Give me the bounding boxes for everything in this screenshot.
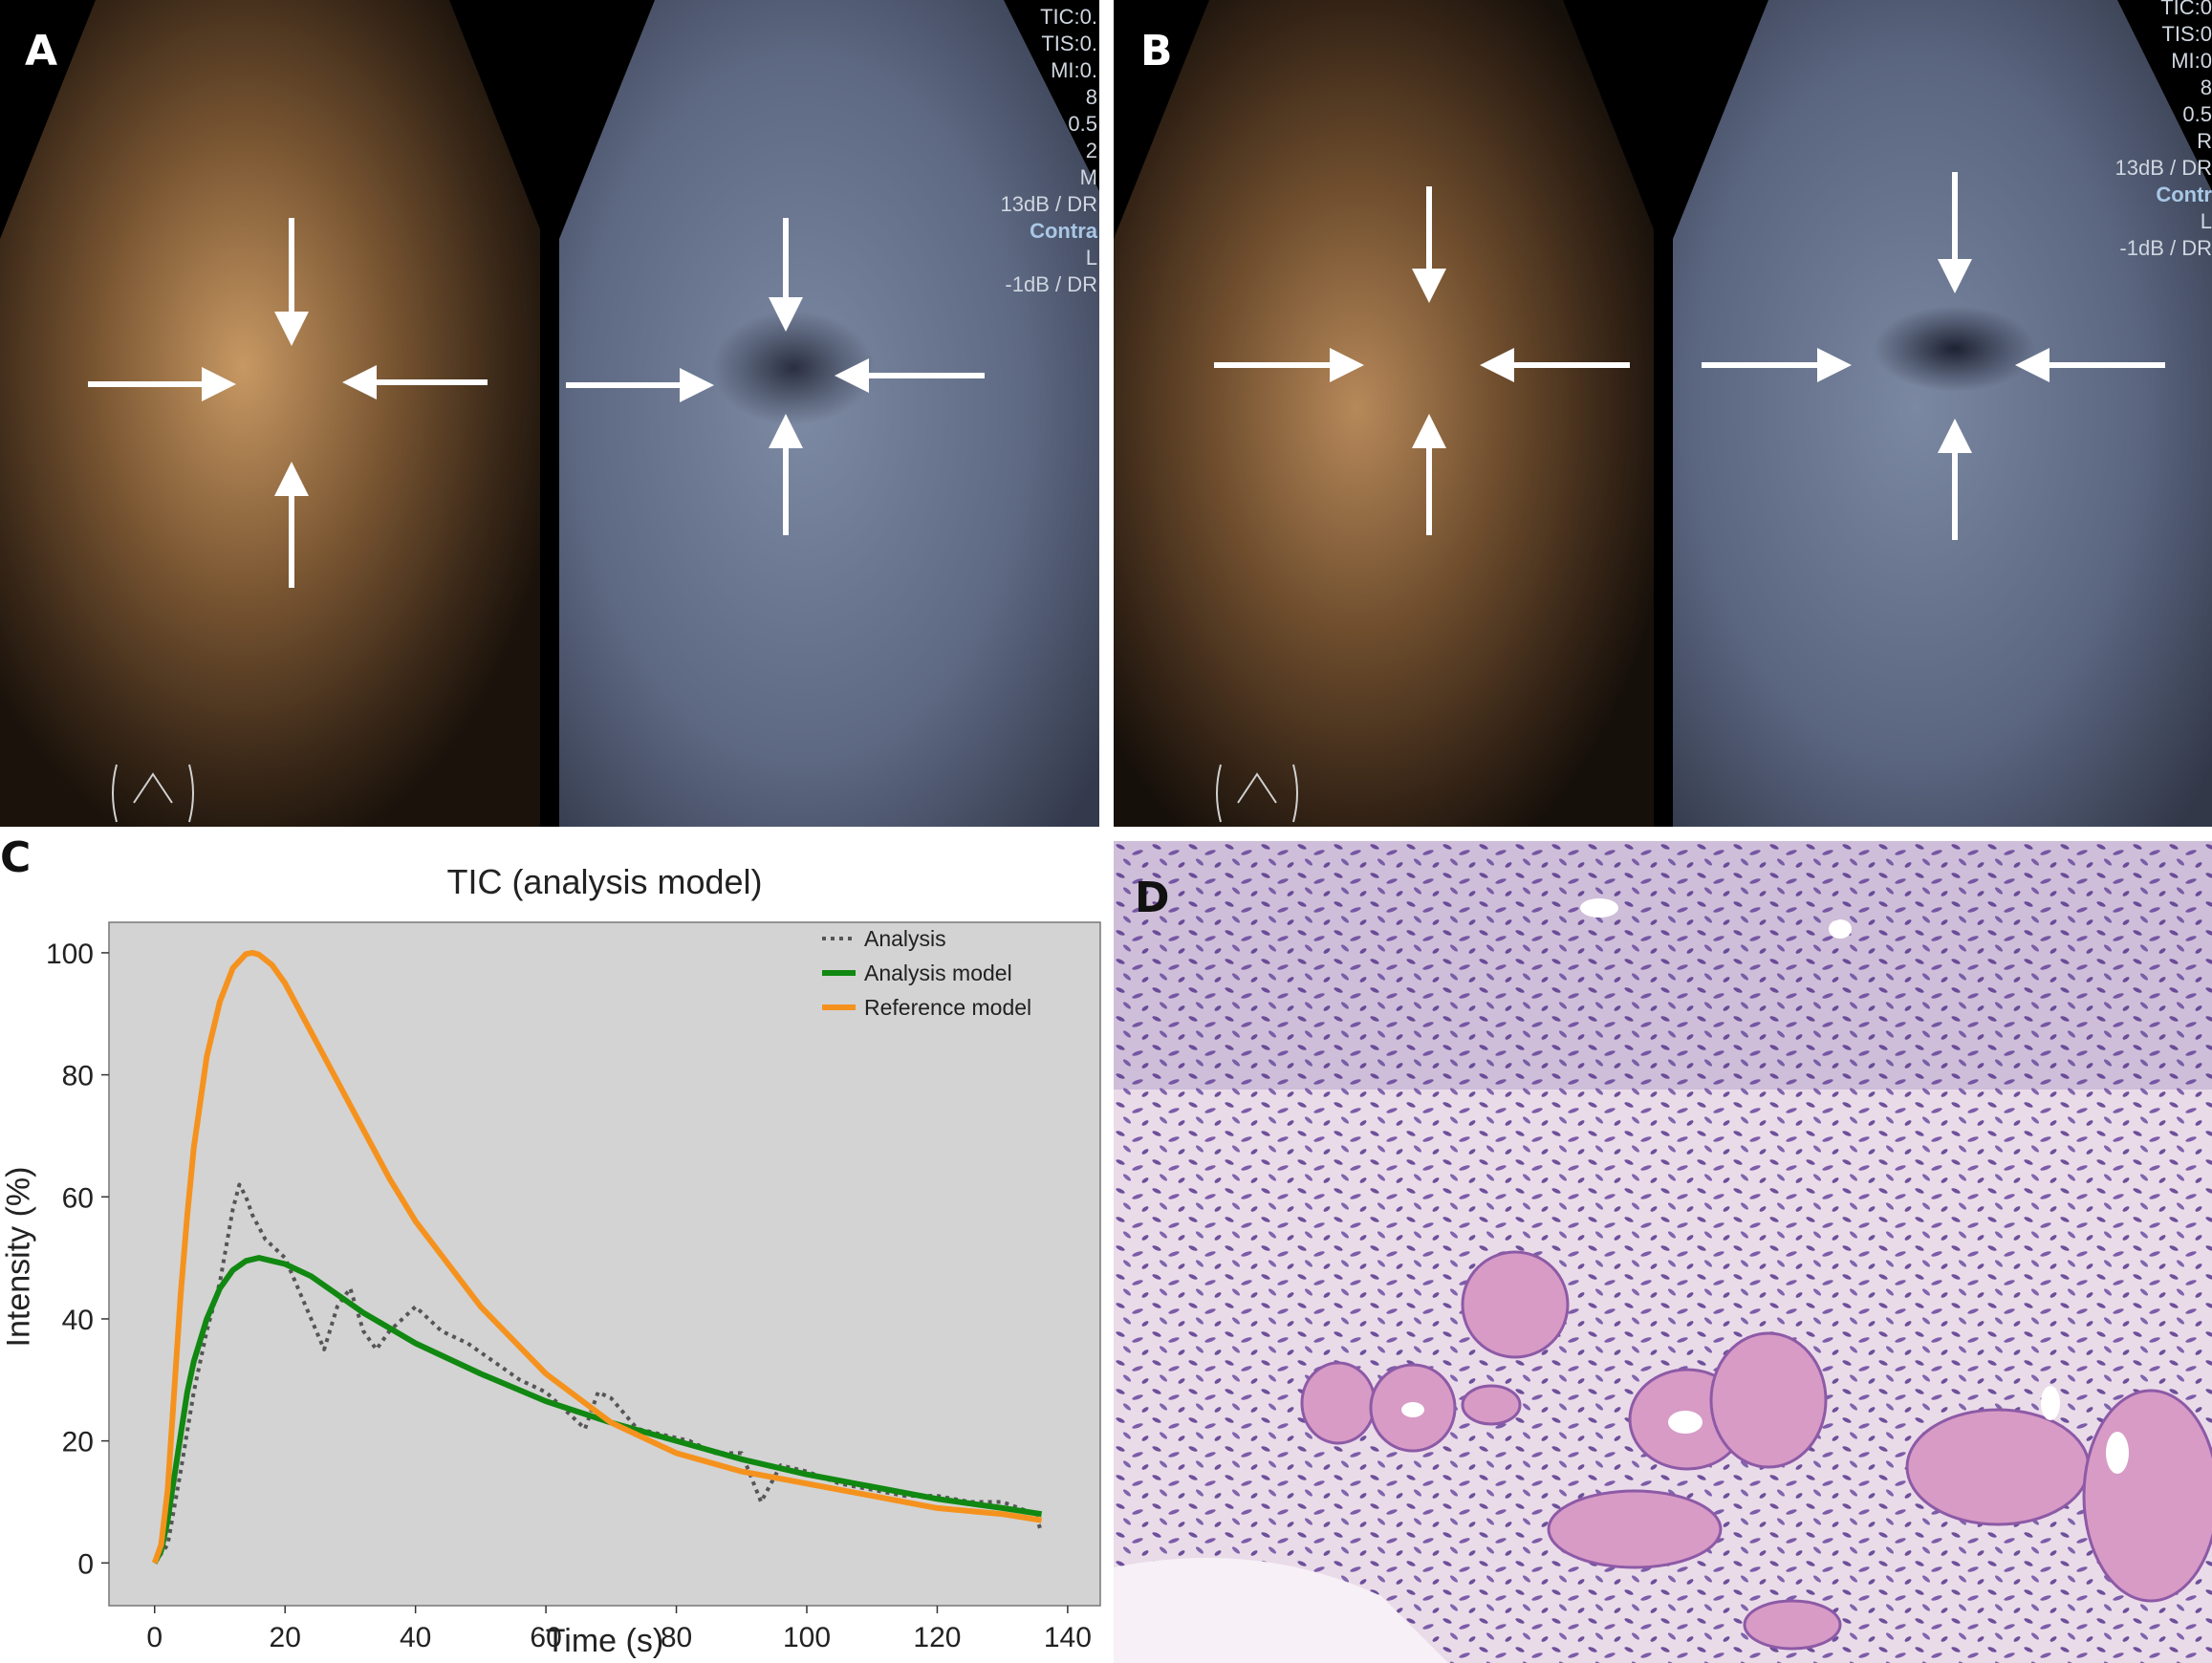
y-tick-label: 60 [62, 1182, 94, 1214]
contrast-mode-sector [0, 0, 540, 827]
panel-b-ultrasound-image [1114, 0, 2212, 827]
gland-lumens [1401, 898, 2129, 1474]
panel-b-ultrasound: B TIC:0 TIS:0 MI:0 8 0.5 R 13dB / DR Contr L -1dB… [1114, 0, 2212, 827]
series-line-analysis-model [152, 1255, 1043, 1565]
y-tick-label: 100 [46, 939, 94, 970]
chart-title: TIC (analysis model) [446, 862, 763, 901]
x-tick-label: 100 [783, 1622, 831, 1653]
scanner-parameter-line: 2 [1085, 139, 1097, 162]
scanner-parameter-line: TIC:0 [2160, 0, 2212, 19]
panel-label-b: B [1140, 27, 1173, 76]
panel-d-histology: D [1114, 841, 2212, 1663]
histology-image [1114, 841, 2212, 1663]
probe-marker-icon [1216, 764, 1298, 823]
scanner-parameter-line: 0.5 [1068, 112, 1097, 136]
contrast-mode-sector [1114, 0, 1654, 827]
scanner-parameter-line: R [2197, 129, 2212, 153]
b-mode-sector [1673, 0, 2212, 827]
scanner-parameters-b: TIC:0 TIS:0 MI:0 8 0.5 R 13dB / DR Contr L -1dB /… [2115, 0, 2212, 262]
legend-entry: Reference model [864, 995, 1031, 1020]
scanner-parameter-line: MI:0. [1051, 58, 1097, 82]
scanner-parameter-line: 13dB / DR [2114, 156, 2212, 180]
probe-marker-icon [112, 764, 194, 823]
scanner-parameter-line: -1dB / DR [2119, 236, 2212, 260]
scanner-parameter-line: M [1079, 165, 1097, 189]
lesion-shadow [712, 311, 875, 425]
scanner-parameter-line: TIC:0. [1040, 5, 1097, 29]
series-line-reference-model [151, 949, 1043, 1565]
scanner-parameter-line: MI:0 [2171, 49, 2212, 73]
scanner-parameter-line: TIS:0 [2161, 22, 2212, 46]
empty-slide-area [1114, 1558, 1448, 1663]
y-tick-label: 0 [77, 1548, 94, 1580]
scanner-parameter-line: 8 [2200, 76, 2212, 99]
scanner-parameter-line: -1dB / DR [1005, 272, 1097, 296]
legend-entry: Analysis [864, 926, 946, 951]
x-tick-label: 0 [146, 1622, 163, 1653]
x-axis-label: Time (s) [545, 1623, 664, 1659]
legend-entry: Analysis model [864, 961, 1012, 985]
panel-a-ultrasound-image [0, 0, 1099, 827]
x-tick-label: 80 [661, 1622, 692, 1653]
x-tick-label: 140 [1044, 1622, 1092, 1653]
series-line-analysis [153, 1182, 1044, 1565]
lesion-arrows-b [1214, 172, 2165, 540]
panel-label-a: A [25, 27, 58, 76]
panel-c-chart: C TIC (analysis model) Time (s) Intensit… [0, 832, 1109, 1663]
panel-label-c: C [0, 833, 32, 882]
x-tick-label: 40 [400, 1622, 431, 1653]
lesion-shadow [1874, 306, 2036, 392]
panel-a-ultrasound: A TIC:0. TIS:0. MI:0. 8 0.5 2 M 13dB / DR Contra… [0, 0, 1099, 827]
x-tick-label: 60 [530, 1622, 561, 1653]
scanner-parameter-line: 13dB / DR [1000, 192, 1098, 216]
scanner-parameter-line: Contr [2156, 183, 2212, 206]
tic-chart: 0 20 40 60 80 100 120 140 0 20 40 60 80 100 Analysis An… [46, 921, 1101, 1653]
y-tick-label: 20 [62, 1427, 94, 1458]
scanner-parameter-line: L [1085, 246, 1097, 270]
x-tick-label: 20 [270, 1622, 301, 1653]
scanner-parameter-line: Contra [1030, 219, 1097, 243]
scanner-parameter-line: 8 [1085, 85, 1097, 109]
scanner-parameters-a: TIC:0. TIS:0. MI:0. 8 0.5 2 M 13dB / DR Contra L -… [1001, 4, 1098, 298]
scanner-parameter-line: L [2200, 209, 2212, 233]
y-tick-label: 40 [62, 1305, 94, 1336]
scanner-parameter-line: 0.5 [2182, 102, 2212, 126]
x-tick-label: 120 [913, 1622, 961, 1653]
panel-label-d: D [1135, 874, 1170, 922]
lesion-arrows-a [88, 218, 985, 588]
scanner-parameter-line: TIS:0. [1041, 32, 1097, 55]
y-tick-label: 80 [62, 1061, 94, 1092]
